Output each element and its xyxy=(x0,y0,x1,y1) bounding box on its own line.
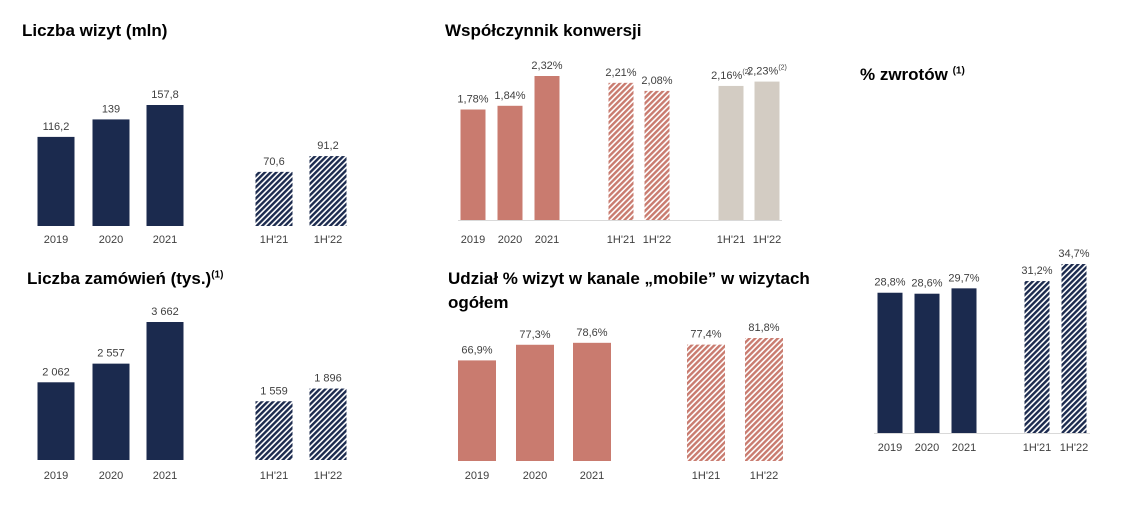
chart-title-mobile: Udział % wizyt w kanale „mobile” w wizyt… xyxy=(448,269,810,288)
value-label-mobile-4: 81,8% xyxy=(748,322,779,334)
category-label-conversion-3: 1H'21 xyxy=(607,234,635,246)
value-label-returns-3: 31,2% xyxy=(1021,265,1052,277)
bar-orders-0 xyxy=(37,382,75,460)
value-label-conversion-0: 1,78% xyxy=(457,94,488,106)
chart-panel-mobile: Udział % wizyt w kanale „mobile” w wizyt… xyxy=(420,260,860,320)
bar-mobile-2 xyxy=(573,342,611,461)
value-label-sup-conversion-5: (2) xyxy=(742,69,751,76)
bar-conversion-5 xyxy=(718,85,744,221)
chart-title-mobile-line2: ogółem xyxy=(448,293,509,312)
value-label-orders-4: 1 896 xyxy=(314,373,342,385)
bar-visits-1 xyxy=(92,119,130,226)
category-label-returns-2: 2021 xyxy=(952,442,976,454)
value-label-conversion-6: 2,23%(2) xyxy=(747,65,787,78)
category-label-conversion-4: 1H'22 xyxy=(643,234,671,246)
category-label-conversion-1: 2020 xyxy=(498,234,522,246)
bar-visits-0 xyxy=(37,136,75,226)
category-label-returns-4: 1H'22 xyxy=(1060,442,1088,454)
category-label-visits-4: 1H'22 xyxy=(314,234,342,246)
category-label-returns-1: 2020 xyxy=(915,442,939,454)
category-label-orders-1: 2020 xyxy=(99,470,123,482)
bar-conversion-3 xyxy=(608,82,634,221)
value-label-returns-2: 29,7% xyxy=(948,272,979,284)
value-label-visits-4: 91,2 xyxy=(317,140,338,152)
bar-mobile-0 xyxy=(458,360,496,461)
bar-returns-1 xyxy=(914,293,940,433)
bar-visits-3 xyxy=(255,171,293,226)
category-label-returns-3: 1H'21 xyxy=(1023,442,1051,454)
category-label-mobile-0: 2019 xyxy=(465,470,489,482)
value-label-conversion-5: 2,16%(2) xyxy=(711,69,751,82)
category-label-conversion-2: 2021 xyxy=(535,234,559,246)
bar-conversion-1 xyxy=(497,105,523,220)
value-label-orders-2: 3 662 xyxy=(151,306,179,318)
value-label-visits-0: 116,2 xyxy=(43,121,70,133)
value-label-visits-3: 70,6 xyxy=(263,156,284,168)
bar-conversion-4 xyxy=(644,90,670,221)
chart-visits: 116,2 2019 139 2020 157,8 2021 70,6 1H'21 91,2 1H… xyxy=(37,89,347,246)
category-label-mobile-1: 2020 xyxy=(523,470,547,482)
value-label-conversion-4: 2,08% xyxy=(641,75,672,87)
value-label-mobile-2: 78,6% xyxy=(576,327,607,339)
bar-returns-3 xyxy=(1024,281,1050,433)
value-label-returns-0: 28,8% xyxy=(874,277,905,289)
bar-orders-1 xyxy=(92,363,130,460)
category-label-orders-2: 2021 xyxy=(153,470,177,482)
bar-returns-4 xyxy=(1061,264,1087,433)
value-label-conversion-1: 1,84% xyxy=(494,90,525,102)
category-label-orders-0: 2019 xyxy=(44,470,68,482)
value-label-visits-2: 157,8 xyxy=(151,89,179,101)
chart-title-conversion: Współczynnik konwersji xyxy=(445,21,642,40)
value-label-returns-4: 34,7% xyxy=(1058,248,1089,260)
bar-mobile-1 xyxy=(516,344,554,461)
category-label-mobile-2: 2021 xyxy=(580,470,604,482)
category-label-conversion-6: 1H'22 xyxy=(753,234,781,246)
category-label-orders-4: 1H'22 xyxy=(314,470,342,482)
value-label-orders-3: 1 559 xyxy=(260,385,288,397)
bar-orders-4 xyxy=(309,388,347,460)
value-label-sup-conversion-6: (2) xyxy=(778,65,787,72)
bar-visits-2 xyxy=(146,105,184,226)
category-label-visits-3: 1H'21 xyxy=(260,234,288,246)
category-label-orders-3: 1H'21 xyxy=(260,470,288,482)
bar-visits-4 xyxy=(309,156,347,226)
value-label-conversion-2: 2,32% xyxy=(531,60,562,72)
chart-title-visits: Liczba wizyt (mln) xyxy=(22,21,168,40)
value-label-orders-0: 2 062 xyxy=(42,366,70,378)
value-label-mobile-0: 66,9% xyxy=(461,344,492,356)
value-label-mobile-3: 77,4% xyxy=(690,329,721,341)
bar-orders-2 xyxy=(146,322,184,460)
value-label-visits-1: 139 xyxy=(102,103,120,115)
category-label-mobile-3: 1H'21 xyxy=(692,470,720,482)
bar-mobile-4 xyxy=(745,338,783,461)
bar-returns-0 xyxy=(877,292,903,433)
category-label-visits-2: 2021 xyxy=(153,234,177,246)
bar-conversion-6 xyxy=(754,81,780,220)
chart-panel-conversion: Współczynnik konwersji xyxy=(420,0,820,250)
category-label-conversion-5: 1H'21 xyxy=(717,234,745,246)
chart-panel-visits: Liczba wizyt (mln) 116,2 2019 139 2020 157,8… xyxy=(0,0,400,250)
value-label-returns-1: 28,6% xyxy=(911,278,942,290)
category-label-mobile-4: 1H'22 xyxy=(750,470,778,482)
bar-conversion-0 xyxy=(460,109,486,220)
chart-conversion: 1,78% 2019 1,84% 2020 2,32% 2021 2,21% 1H'21 2,0… xyxy=(457,60,787,246)
chart-title-returns: % zwrotów (1) xyxy=(860,65,965,84)
category-label-visits-1: 2020 xyxy=(99,234,123,246)
chart-title-orders: Liczba zamówień (tys.)(1) xyxy=(27,269,224,288)
bar-conversion-2 xyxy=(534,76,560,220)
value-label-conversion-3: 2,21% xyxy=(605,67,636,79)
bar-mobile-3 xyxy=(687,344,725,461)
chart-panel-returns-title: % zwrotów (1) xyxy=(860,64,1120,94)
chart-panel-orders: Liczba zamówień (tys.)(1) xyxy=(0,260,400,500)
category-label-returns-0: 2019 xyxy=(878,442,902,454)
category-label-conversion-0: 2019 xyxy=(461,234,485,246)
bar-returns-2 xyxy=(951,288,977,433)
value-label-orders-1: 2 557 xyxy=(97,348,125,360)
value-label-mobile-1: 77,3% xyxy=(519,329,550,341)
bar-orders-3 xyxy=(255,401,293,460)
category-label-visits-0: 2019 xyxy=(44,234,68,246)
